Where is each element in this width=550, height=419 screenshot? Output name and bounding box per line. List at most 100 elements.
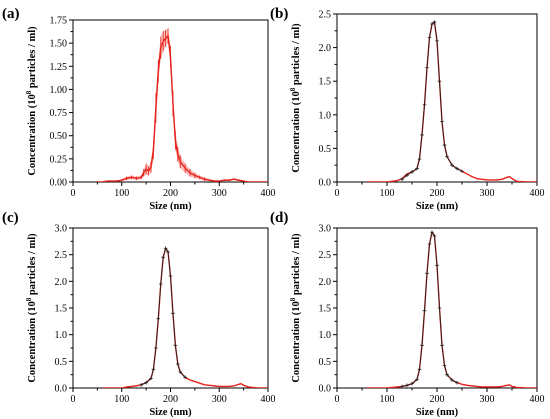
series-1 [400,230,459,388]
y-tick-label: 1.0 [55,330,68,341]
y-tick-label: 0.0 [319,178,332,189]
x-axis-title: Size (nm) [416,201,459,212]
error-band [97,28,268,182]
y-tick-label: 1.5 [55,304,68,315]
data-point [415,166,419,171]
x-tick-label: 0 [71,188,76,199]
chart-panel-d: (d) 0 100 200 300 400 0.0 0.5 1.0 1.5 2.0 2.5 3.0 Siz… [270,210,545,418]
data-point [168,274,173,278]
x-axis-title: Size (nm) [149,407,192,418]
y-axis-title-prefix: Concentration (10 [291,301,302,382]
data-point [425,271,429,276]
series-line [102,247,268,388]
y-tick-label: 0.5 [55,357,68,368]
data-point [442,363,447,368]
series-0 [367,231,537,388]
chart-panel-b: (b) 0 100 200 300 400 0.0 0.5 1.0 1.5 2.0 2.5 Size (… [270,6,545,212]
x-tick-label: 200 [430,394,445,405]
y-axis-title-exponent: 8 [25,297,33,301]
data-point [415,377,419,382]
data-point [420,343,424,348]
y-tick-label: 0.00 [50,178,68,189]
panel-label: (c) [2,210,19,226]
data-point [163,246,168,251]
data-point [166,250,170,254]
series-1 [400,20,464,182]
y-tick-label: 2.5 [55,250,68,261]
data-point [445,154,449,159]
data-point [171,311,175,316]
y-axis-title: Concentration (108 particles / ml) [289,233,302,383]
y-axis-title-suffix: particles / ml) [27,26,38,91]
y-axis-title-prefix: Concentration (10 [27,94,38,175]
data-point [149,376,153,381]
data-point [144,380,148,385]
x-axis-title: Size (nm) [149,201,192,212]
y-tick-label: 1.0 [319,110,332,121]
x-tick-label: 400 [261,394,276,405]
x-tick-label: 0 [71,394,76,405]
data-point [422,308,427,313]
data-point [405,383,409,388]
chart-panel-c: (c) 0 100 200 300 400 0.0 0.5 1.0 1.5 2.0 2.5 3.0 Siz… [2,210,276,418]
y-axis-title-suffix: particles / ml) [27,233,38,298]
data-point [173,343,178,348]
data-point [400,177,404,182]
series-line [401,231,458,387]
data-point [450,163,454,167]
x-tick-label: 100 [114,188,129,199]
data-point [427,242,432,246]
data-point [430,230,434,235]
data-point [161,255,165,260]
y-axis-title-exponent: 8 [25,90,33,94]
plot-frame [72,19,269,183]
y-axis-title-prefix: Concentration (10 [27,301,38,382]
y-tick-label: 0.5 [319,144,332,155]
y-tick-label: 1.50 [50,39,68,50]
y-tick-label: 0.25 [50,154,68,165]
plot-frame [72,227,269,389]
data-point [430,22,434,26]
x-tick-label: 0 [335,394,340,405]
data-point [432,234,437,238]
series-line [141,247,186,386]
series-0 [367,21,537,182]
data-point [178,370,183,374]
x-tick-label: 100 [114,394,129,405]
data-point [420,133,424,137]
x-axis-title: Size (nm) [416,407,459,418]
data-point [432,20,437,24]
x-tick-label: 300 [480,188,495,199]
panel-label: (b) [270,6,288,22]
y-tick-label: 0.50 [50,131,68,142]
data-point [156,316,161,321]
y-tick-label: 3.0 [319,224,332,235]
y-tick-label: 1.00 [50,85,68,96]
data-point [417,367,422,372]
data-point [437,306,442,310]
data-point [460,169,464,174]
data-point [455,166,459,171]
series-line [97,35,268,182]
data-point [425,65,429,70]
series-line [401,21,463,180]
y-axis-title: Concentration (108 particles / ml) [25,26,38,176]
data-point [422,102,427,107]
series-line [367,231,537,388]
data-point [435,263,439,268]
y-tick-label: 2.0 [55,277,68,288]
panel-label: (a) [2,6,20,22]
data-point [405,173,409,178]
x-tick-label: 100 [380,394,395,405]
y-tick-label: 1.5 [319,77,332,88]
data-point [440,343,444,348]
x-tick-label: 200 [163,188,178,199]
y-axis-title-exponent: 8 [289,87,297,91]
chart-panel-a: (a) 0 100 200 300 400 0.00 0.25 0.50 0.75 1.00 1.25… [2,6,276,212]
x-tick-label: 400 [530,394,545,405]
y-axis-title-exponent: 8 [289,297,297,301]
data-point [437,79,442,83]
data-point [445,372,449,377]
data-point [400,384,404,388]
